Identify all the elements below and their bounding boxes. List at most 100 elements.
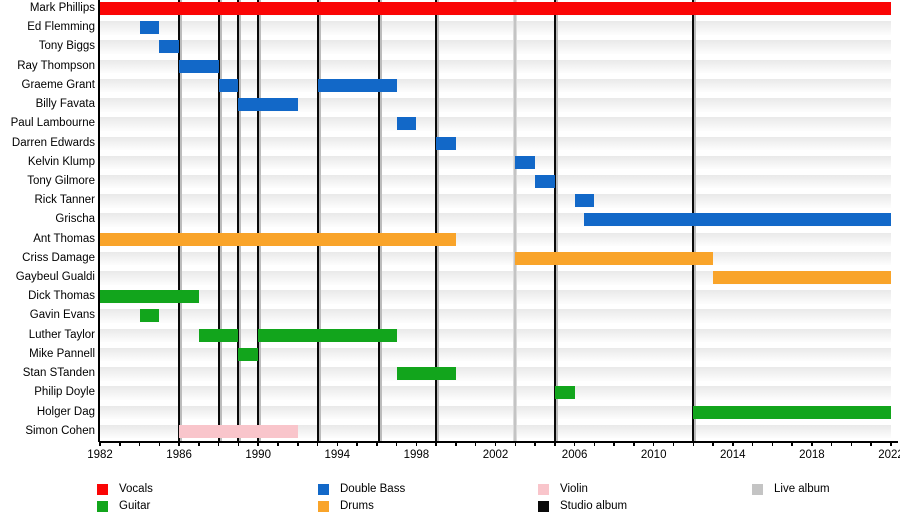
x-axis-tick xyxy=(751,442,754,446)
member-label: Billy Favata xyxy=(35,98,95,111)
member-label: Kelvin Klump xyxy=(27,155,95,168)
x-axis-tick xyxy=(138,442,141,446)
x-axis-tick xyxy=(356,442,358,446)
member-label: Rick Tanner xyxy=(34,194,95,207)
x-axis-tick xyxy=(178,442,180,446)
legend-label: Live album xyxy=(774,483,830,495)
x-axis-label: 1998 xyxy=(403,449,430,461)
member-label: Ray Thompson xyxy=(17,59,95,72)
member-label: Gavin Evans xyxy=(29,309,95,322)
x-axis-tick xyxy=(277,442,279,446)
timeline-bar xyxy=(317,78,397,92)
timeline-bar xyxy=(159,40,180,54)
legend-label: Violin xyxy=(560,483,588,495)
timeline-bar xyxy=(436,136,456,150)
x-axis-tick xyxy=(237,442,240,446)
x-axis-tick xyxy=(99,442,101,446)
x-axis-tick xyxy=(692,442,694,446)
timeline-bar xyxy=(713,271,891,285)
timeline-bar xyxy=(515,251,714,265)
member-label: Mike Pannell xyxy=(29,347,95,360)
legend-swatch-studio_album xyxy=(538,501,549,512)
member-label: Philip Doyle xyxy=(34,386,95,399)
x-axis-label: 2010 xyxy=(640,449,667,461)
x-axis-label: 1982 xyxy=(87,449,113,461)
timeline-bar xyxy=(554,386,575,400)
x-axis-tick xyxy=(474,442,477,446)
legend-swatch-vocals xyxy=(97,484,108,495)
timeline-bar xyxy=(258,328,397,342)
plot-left-border xyxy=(98,0,100,442)
x-axis-line xyxy=(99,441,898,443)
x-axis-tick xyxy=(395,442,398,446)
member-label: Criss Damage xyxy=(22,251,95,264)
x-axis-tick xyxy=(435,442,437,446)
x-axis-tick xyxy=(494,442,497,446)
timeline-bar xyxy=(238,347,259,361)
timeline-bar xyxy=(693,405,891,419)
x-axis-tick xyxy=(198,442,200,446)
x-axis-tick xyxy=(672,442,675,446)
x-axis-tick xyxy=(415,442,418,446)
x-axis-tick xyxy=(732,442,734,446)
x-axis-tick xyxy=(119,442,121,446)
x-axis-tick xyxy=(593,442,596,446)
studio-album-line xyxy=(553,0,558,442)
legend-swatch-live_album xyxy=(752,484,763,495)
studio-album-line xyxy=(435,0,440,442)
legend-swatch-violin xyxy=(538,484,549,495)
x-axis-tick xyxy=(811,442,813,446)
timeline-bar xyxy=(574,194,595,208)
member-label: Graeme Grant xyxy=(21,78,96,91)
member-label: Ant Thomas xyxy=(33,232,95,245)
studio-album-line xyxy=(377,0,382,442)
timeline-bar xyxy=(100,290,199,304)
x-axis-tick xyxy=(376,442,378,446)
x-axis-tick xyxy=(217,442,220,446)
timeline-bar xyxy=(218,78,239,92)
x-axis-tick xyxy=(158,442,161,446)
legend-swatch-double_bass xyxy=(318,484,329,495)
legend-label: Double Bass xyxy=(340,483,406,495)
x-axis-tick xyxy=(554,442,556,446)
member-label: Stan STanden xyxy=(22,367,95,380)
x-axis-tick xyxy=(534,442,536,446)
x-axis-tick xyxy=(573,442,576,446)
member-label: Ed Flemming xyxy=(27,21,95,34)
studio-album-line xyxy=(257,0,262,442)
timeline-bar xyxy=(396,367,456,381)
member-label: Luther Taylor xyxy=(28,328,95,341)
timeline-bar xyxy=(139,21,160,35)
timeline-bar xyxy=(139,309,160,323)
x-axis-label: 2006 xyxy=(561,449,588,461)
x-axis-label: 2018 xyxy=(799,449,825,461)
member-label: Holger Dag xyxy=(36,405,95,418)
timeline-bar xyxy=(100,2,891,15)
timeline-bar xyxy=(535,174,555,188)
x-axis-tick xyxy=(455,442,457,446)
legend-label: Studio album xyxy=(560,500,628,512)
x-axis-tick xyxy=(514,442,517,446)
x-axis-tick xyxy=(830,442,833,446)
timeline-bar xyxy=(238,98,298,112)
x-axis-tick xyxy=(870,442,872,446)
legend-swatch-guitar xyxy=(97,501,108,512)
legend-swatch-drums xyxy=(318,501,329,512)
timeline-bar xyxy=(100,232,456,246)
x-axis-label: 2002 xyxy=(482,449,509,461)
x-axis-label: 1990 xyxy=(245,449,271,461)
studio-album-line xyxy=(217,0,222,442)
x-axis-tick xyxy=(257,442,259,446)
member-label: Tony Biggs xyxy=(38,40,95,53)
member-label: Mark Phillips xyxy=(29,2,95,14)
legend-label: Guitar xyxy=(119,500,151,512)
timeline-bar xyxy=(179,59,219,73)
x-axis-tick xyxy=(771,442,774,446)
timeline-bar xyxy=(396,117,417,131)
legend-label: Drums xyxy=(340,500,374,512)
studio-album-line xyxy=(237,0,242,442)
x-axis-tick xyxy=(652,442,655,446)
x-axis-label: 1986 xyxy=(166,449,192,461)
timeline-bar xyxy=(179,424,298,438)
